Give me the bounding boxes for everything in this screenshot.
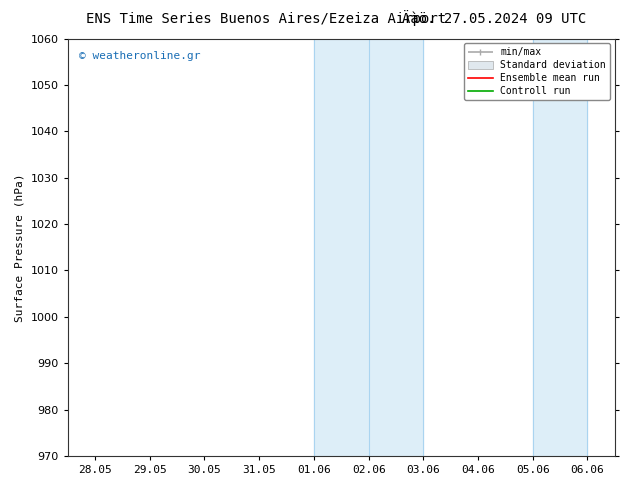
Legend: min/max, Standard deviation, Ensemble mean run, Controll run: min/max, Standard deviation, Ensemble me… [464,44,610,100]
Y-axis label: Surface Pressure (hPa): Surface Pressure (hPa) [15,173,25,321]
Bar [533,39,588,456]
Text: © weatheronline.gr: © weatheronline.gr [79,51,200,61]
Text: ENS Time Series Buenos Aires/Ezeiza Airport: ENS Time Series Buenos Aires/Ezeiza Airp… [86,12,446,26]
Text: Äàö. 27.05.2024 09 UTC: Äàö. 27.05.2024 09 UTC [403,12,586,26]
Bar [314,39,424,456]
